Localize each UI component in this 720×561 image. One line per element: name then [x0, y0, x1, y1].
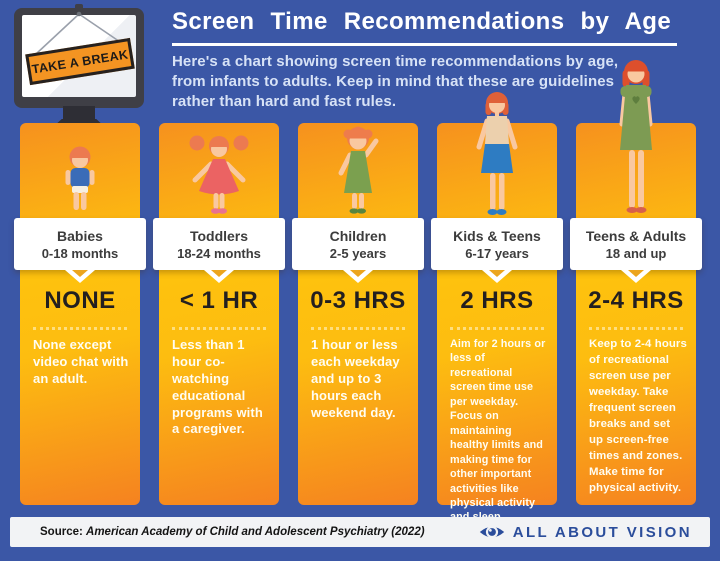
- dotted-divider: [311, 327, 405, 330]
- all-about-vision-logo: ALL ABOUT VISION: [479, 519, 692, 545]
- footer-bar: Source: American Academy of Child and Ad…: [10, 517, 710, 547]
- age-columns: Babies 0-18 months NONE None except vide…: [14, 60, 702, 523]
- column-babies: Babies 0-18 months NONE None except vide…: [14, 123, 146, 505]
- chevron-down-notch-inner: [72, 270, 88, 277]
- source-label: Source:: [40, 526, 83, 538]
- chevron-down-notch-inner: [211, 270, 227, 277]
- dotted-divider: [589, 327, 683, 330]
- dotted-divider: [172, 327, 266, 330]
- age-range: 0-18 months: [41, 245, 119, 261]
- age-label-band: Babies 0-18 months: [14, 218, 146, 270]
- monitor-stand: [63, 106, 95, 121]
- recommended-amount: 2-4 HRS: [588, 287, 684, 314]
- age-label-band: Teens & Adults 18 and up: [570, 218, 702, 270]
- source-citation: Source: American Academy of Child and Ad…: [40, 526, 425, 538]
- recommendation-details: 1 hour or less each weekday and up to 3 …: [311, 337, 400, 420]
- recommendation-details: Less than 1 hour co-watching educational…: [172, 337, 263, 437]
- dotted-divider: [450, 327, 544, 330]
- recommendation-details: None except video chat with an adult.: [33, 337, 129, 386]
- source-text: American Academy of Child and Adolescent…: [86, 526, 425, 538]
- chevron-down-notch-inner: [489, 270, 505, 277]
- dotted-divider: [33, 327, 127, 330]
- header: Screen Time Recommendations by Age Here'…: [172, 6, 707, 111]
- recommendation-details: Aim for 2 hours or less of recreational …: [450, 338, 546, 523]
- age-label-band: Children 2-5 years: [292, 218, 424, 270]
- column-toddlers: Toddlers 18-24 months < 1 HR Less than 1…: [153, 123, 285, 505]
- age-range: 18-24 months: [177, 245, 261, 261]
- page-title: Screen Time Recommendations by Age: [172, 6, 678, 46]
- recommended-amount: NONE: [44, 287, 116, 314]
- eye-icon: [479, 525, 504, 539]
- group-name: Teens & Adults: [585, 227, 687, 244]
- recommended-amount: < 1 HR: [179, 287, 259, 314]
- page-subtitle: Here's a chart showing screen time recom…: [172, 53, 619, 110]
- age-range: 6-17 years: [465, 245, 529, 261]
- teen-girl-illustration: [459, 92, 535, 218]
- brand-name: ALL ABOUT VISION: [512, 523, 692, 541]
- age-label-band: Toddlers 18-24 months: [153, 218, 285, 270]
- column-children: Children 2-5 years 0-3 HRS 1 hour or les…: [292, 123, 424, 505]
- baby-illustration: [53, 144, 107, 218]
- recommended-amount: 0-3 HRS: [310, 287, 406, 314]
- column-teens-adults: Teens & Adults 18 and up 2-4 HRS Keep to…: [570, 60, 702, 505]
- age-label-band: Kids & Teens 6-17 years: [431, 218, 563, 270]
- age-range: 18 and up: [605, 245, 667, 261]
- age-range: 2-5 years: [329, 245, 387, 261]
- group-name: Toddlers: [189, 227, 249, 244]
- chevron-down-notch-inner: [628, 270, 644, 277]
- toddler-girl-illustration: [187, 134, 251, 218]
- group-name: Children: [329, 227, 387, 244]
- group-name: Kids & Teens: [453, 227, 541, 244]
- recommendation-details: Keep to 2-4 hours of recreational screen…: [589, 338, 687, 494]
- group-name: Babies: [57, 227, 103, 244]
- child-girl-illustration: [326, 126, 390, 218]
- adult-woman-illustration: [594, 58, 678, 218]
- monitor-illustration: TAKE A BREAK: [14, 4, 144, 108]
- chevron-down-notch-inner: [350, 270, 366, 277]
- recommended-amount: 2 HRS: [460, 287, 534, 314]
- column-kids-teens: Kids & Teens 6-17 years 2 HRS Aim for 2 …: [431, 92, 563, 523]
- sign-hook: [75, 4, 83, 10]
